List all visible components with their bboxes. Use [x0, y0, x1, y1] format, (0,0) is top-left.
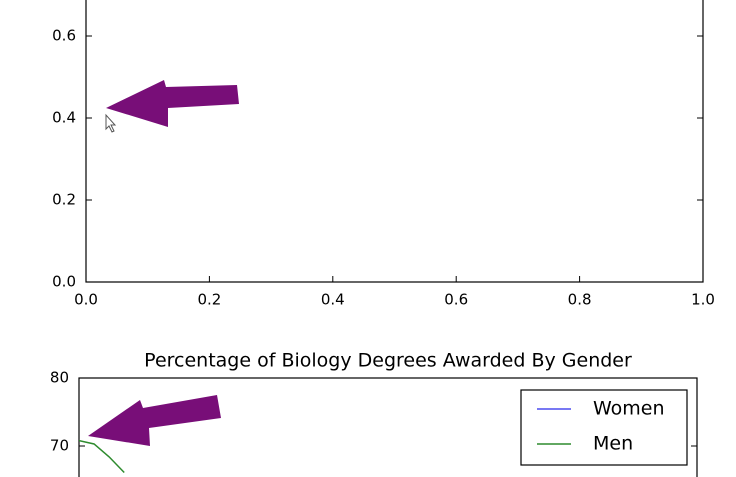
annotation-arrow	[88, 395, 221, 446]
y-tick-label: 0.0	[52, 273, 76, 291]
x-tick-label: 0.6	[444, 291, 468, 309]
y-tick-label: 0.4	[52, 109, 76, 127]
plot-area	[79, 439, 125, 474]
chart-title: Percentage of Biology Degrees Awarded By…	[144, 350, 632, 372]
x-tick-label: 0.8	[568, 291, 592, 309]
y-tick-label: 0.6	[52, 27, 76, 45]
x-tick-label: 0.4	[321, 291, 345, 309]
x-tick-label: 0.0	[74, 291, 98, 309]
mouse-cursor	[105, 113, 117, 133]
x-tick-label: 0.2	[197, 291, 221, 309]
legend-label: Men	[593, 433, 633, 455]
y-tick-label: 0.2	[52, 191, 76, 209]
legend-box	[520, 389, 688, 466]
annotation-arrow	[106, 80, 239, 127]
legend-label: Women	[593, 398, 665, 420]
y-tick-label: 80	[50, 369, 69, 387]
y-tick-label: 70	[50, 437, 69, 455]
plot-frame	[78, 377, 698, 477]
x-tick-label: 1.0	[691, 291, 715, 309]
charts: 0.0 0.2 0.4 0.6 0.8 1.0 0.0 0.2 0.4 0.6 80 70 Percen…	[50, 0, 715, 477]
series-line	[79, 439, 125, 474]
plot-frame	[85, 0, 704, 283]
